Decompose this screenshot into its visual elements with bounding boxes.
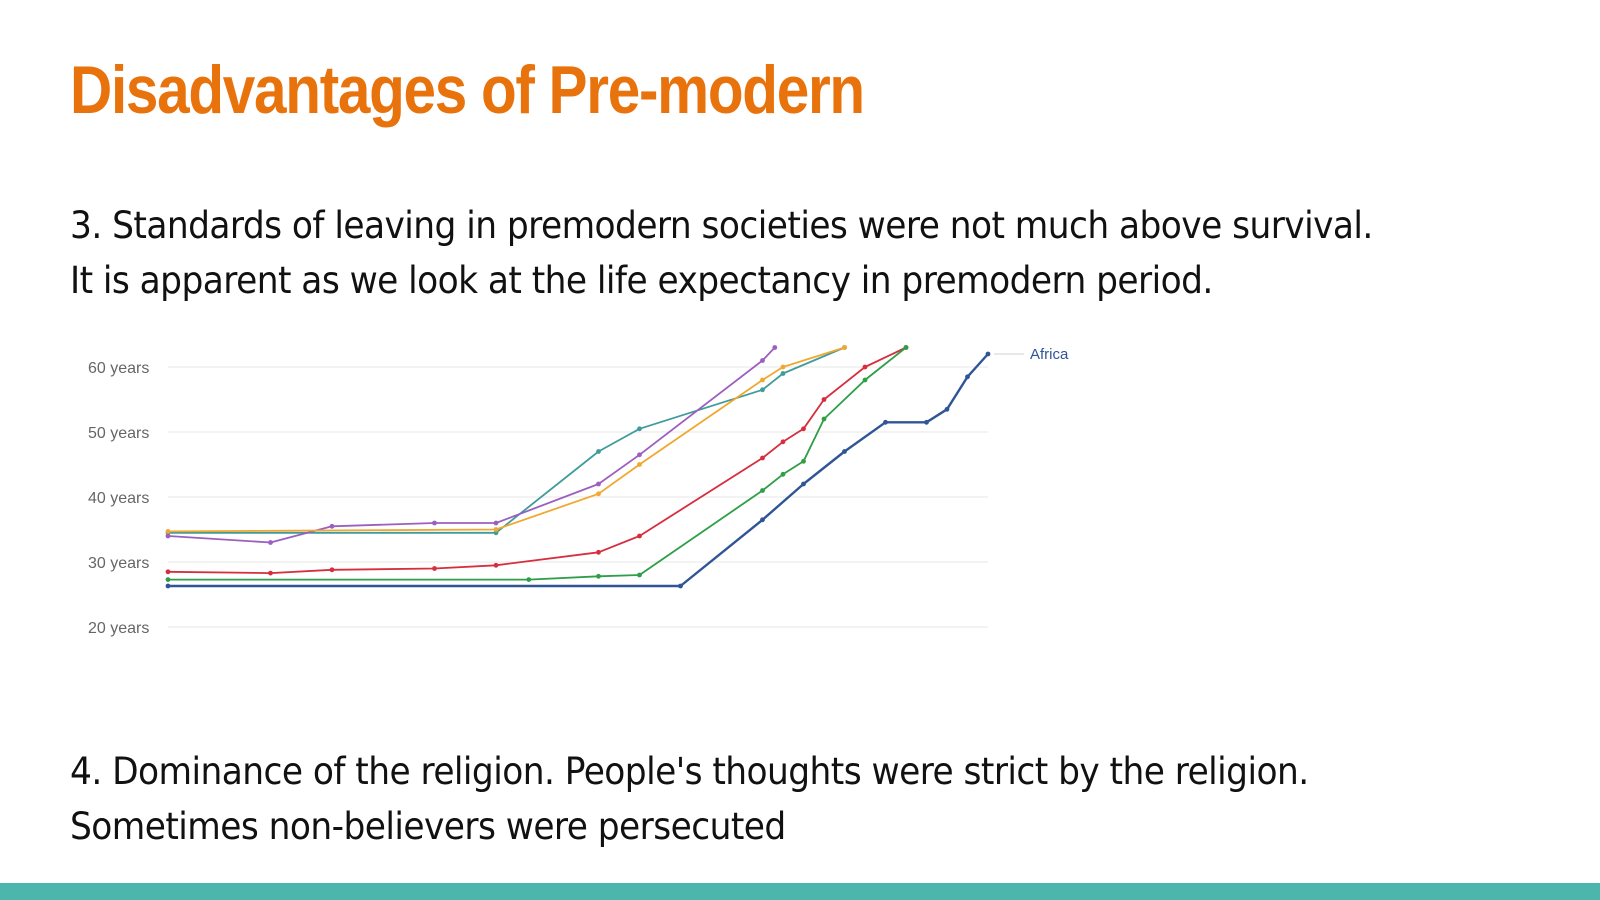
series-point [924, 419, 929, 425]
series-point [862, 377, 868, 383]
paragraph-line: 4. Dominance of the religion. People's t… [70, 750, 1309, 793]
series-point [821, 397, 827, 402]
life-expectancy-chart-svg: 20 years 30 years 40 years 50 years 60 years… [88, 345, 1069, 637]
series-point [165, 569, 171, 575]
series-point [329, 523, 335, 529]
series-point [165, 583, 171, 589]
series-point [637, 452, 642, 458]
series-point [493, 527, 499, 532]
series-point [801, 426, 806, 432]
series-point [165, 529, 171, 534]
series-point [596, 549, 601, 555]
series-point [526, 577, 532, 582]
series-point [862, 364, 868, 370]
series-line [168, 353, 989, 588]
series-point [780, 371, 786, 376]
series-point [596, 481, 601, 487]
series-point [760, 517, 765, 523]
life-expectancy-chart: 20 years 30 years 40 years 50 years 60 years… [0, 340, 1100, 660]
y-tick-label: 20 years [88, 620, 149, 637]
series-point [842, 345, 847, 350]
y-tick-label: 60 years [88, 360, 149, 377]
series-point [760, 488, 765, 493]
series-point [637, 572, 642, 578]
series-point [596, 573, 601, 579]
series-point [903, 345, 909, 350]
bottom-accent-bar [0, 883, 1600, 900]
series-point [760, 358, 765, 363]
series-point [637, 533, 642, 539]
series-point [842, 449, 847, 454]
series-point [780, 439, 786, 445]
series-point [883, 419, 888, 425]
series-line [167, 346, 776, 544]
series-point [678, 583, 683, 589]
slide-title: Disadvantages of Pre-modern [70, 52, 865, 128]
series-label: Africa [1030, 346, 1069, 363]
series-point [596, 449, 601, 454]
paragraph-living-standards: 3. Standards of leaving in premodern soc… [70, 198, 1373, 308]
paragraph-line: Sometimes non-believers were persecuted [70, 805, 786, 848]
series-point [329, 567, 335, 573]
series-point [493, 520, 499, 526]
series-point [780, 364, 786, 370]
series-point [637, 462, 642, 467]
series-point [596, 491, 601, 497]
series-point [760, 377, 765, 383]
series-point [965, 374, 970, 380]
series-point [760, 455, 765, 461]
paragraph-religion: 4. Dominance of the religion. People's t… [70, 744, 1309, 854]
series-line [167, 346, 907, 575]
series-point [268, 570, 273, 576]
y-tick-label: 40 years [88, 490, 149, 507]
paragraph-line: 3. Standards of leaving in premodern soc… [70, 204, 1373, 247]
series-point [493, 562, 499, 568]
series-point [432, 566, 437, 571]
series-point [801, 458, 806, 464]
series-point [165, 577, 171, 582]
series-point [821, 416, 827, 422]
paragraph-line: It is apparent as we look at the life ex… [70, 259, 1213, 302]
series-point [165, 533, 171, 539]
series-point [944, 406, 950, 412]
series-point [493, 530, 499, 536]
series-point [985, 351, 991, 357]
y-tick-label: 30 years [88, 555, 149, 572]
series-point [432, 520, 437, 526]
series-point [637, 426, 642, 432]
series-point [780, 471, 786, 477]
series-point [268, 540, 273, 545]
series-point [772, 345, 778, 350]
series-line [168, 346, 907, 581]
series-point [801, 481, 806, 487]
series-point [760, 387, 765, 393]
y-tick-label: 50 years [88, 425, 149, 442]
